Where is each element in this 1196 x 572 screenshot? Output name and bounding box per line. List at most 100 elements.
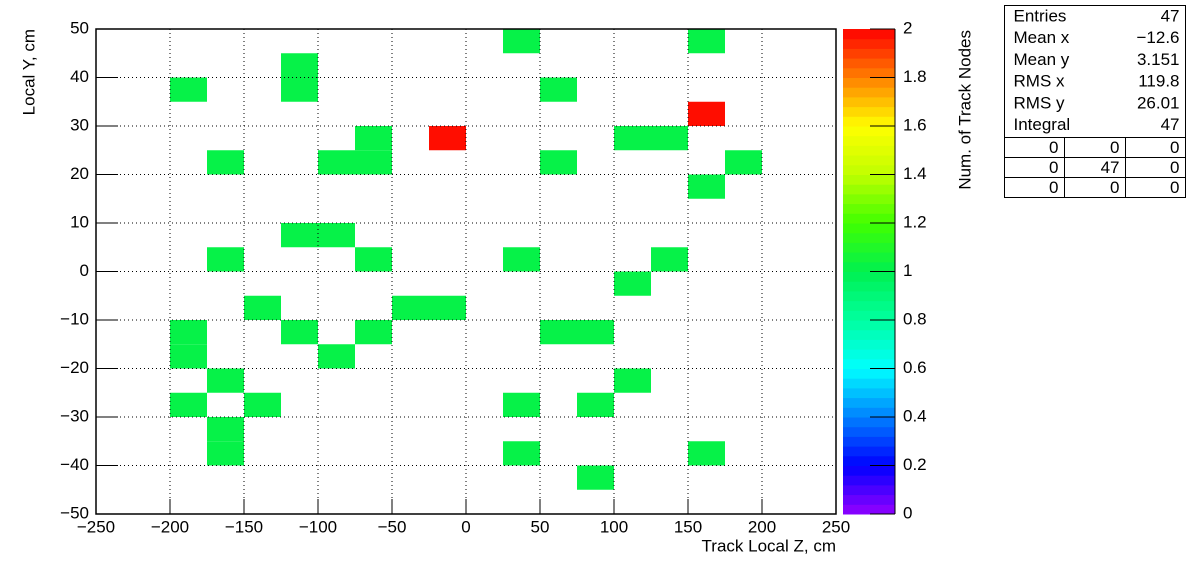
cell (503, 29, 540, 54)
z-tick-label: 1 (903, 261, 912, 280)
cell (355, 126, 392, 151)
y-tick-label: −40 (60, 455, 89, 474)
color-band (843, 116, 895, 127)
color-band (843, 378, 895, 389)
cell (170, 77, 207, 102)
cell (503, 247, 540, 272)
color-band (843, 290, 895, 302)
cell (207, 247, 244, 272)
cell (688, 101, 725, 126)
color-band (843, 223, 895, 234)
color-band (843, 387, 895, 399)
color-band (843, 339, 895, 350)
stats-cell: 0 (1049, 158, 1058, 177)
y-axis-title: Local Y, cm (19, 29, 38, 115)
cell (503, 441, 540, 466)
cell (355, 150, 392, 175)
stats-value: 3.151 (1137, 50, 1180, 69)
color-band (843, 174, 895, 185)
color-band (843, 77, 895, 88)
cell (429, 126, 466, 151)
color-band (843, 417, 895, 428)
cell (318, 223, 355, 248)
x-tick-label: −100 (299, 517, 337, 536)
color-band (843, 164, 895, 175)
cell (540, 77, 577, 102)
cell (318, 150, 355, 175)
cell (355, 320, 392, 345)
cell (281, 223, 318, 248)
cell (614, 271, 651, 296)
stats-cell: 0 (1170, 158, 1179, 177)
color-band (843, 465, 895, 476)
color-band (843, 87, 895, 98)
cell (614, 126, 651, 151)
color-band (843, 271, 895, 282)
y-tick-label: 20 (70, 164, 89, 183)
stats-cell: 0 (1049, 138, 1058, 157)
color-band (843, 407, 895, 418)
color-band (843, 58, 895, 69)
color-band (843, 252, 895, 263)
stats-value: 119.8 (1138, 72, 1179, 91)
x-tick-label: 150 (674, 517, 702, 536)
cell (577, 320, 614, 345)
cell (577, 392, 614, 417)
color-band (843, 106, 895, 117)
y-tick-label: −10 (60, 309, 89, 328)
color-band (843, 126, 895, 137)
color-band (843, 329, 895, 340)
cell (651, 247, 688, 272)
x-tick-label: 50 (531, 517, 550, 536)
stats-name: Integral (1014, 115, 1071, 134)
color-band (843, 300, 895, 311)
stats-cell: 47 (1101, 158, 1120, 177)
y-tick-label: −20 (60, 358, 89, 377)
color-band (843, 455, 895, 466)
stats-name: Mean x (1014, 28, 1070, 47)
cell (577, 465, 614, 490)
z-tick-label: 0.2 (903, 455, 927, 474)
cell (688, 29, 725, 54)
color-band (843, 155, 895, 166)
y-tick-label: −30 (60, 406, 89, 425)
color-band (843, 504, 895, 515)
cell (688, 441, 725, 466)
color-band (843, 310, 895, 321)
color-band (843, 320, 895, 331)
color-band (843, 436, 895, 447)
cell (392, 295, 429, 320)
color-band (843, 368, 895, 379)
color-band (843, 242, 895, 253)
color-band (843, 281, 895, 292)
y-tick-label: −50 (60, 503, 89, 522)
z-tick-label: 0 (903, 503, 912, 522)
color-band (843, 261, 895, 272)
cell (207, 417, 244, 442)
cell (281, 77, 318, 102)
z-tick-label: 1.2 (903, 212, 927, 231)
stats-name: RMS x (1014, 72, 1066, 91)
cell (429, 295, 466, 320)
color-band (843, 29, 895, 40)
cell (355, 247, 392, 272)
cell (725, 150, 762, 175)
cell (651, 126, 688, 151)
x-tick-label: 250 (822, 517, 850, 536)
stats-value: 47 (1161, 115, 1180, 134)
cell (614, 368, 651, 393)
color-band (843, 446, 895, 457)
stats-name: Mean y (1014, 50, 1070, 69)
stats-cell: 0 (1110, 138, 1119, 157)
color-band (843, 358, 895, 369)
y-tick-label: 10 (70, 212, 89, 231)
color-band (843, 349, 895, 360)
cell (540, 150, 577, 175)
z-tick-label: 1.6 (903, 115, 927, 134)
color-band (843, 67, 895, 78)
stats-cell: 0 (1049, 178, 1058, 197)
x-tick-label: 200 (748, 517, 776, 536)
cell (170, 320, 207, 345)
color-band (843, 426, 895, 437)
